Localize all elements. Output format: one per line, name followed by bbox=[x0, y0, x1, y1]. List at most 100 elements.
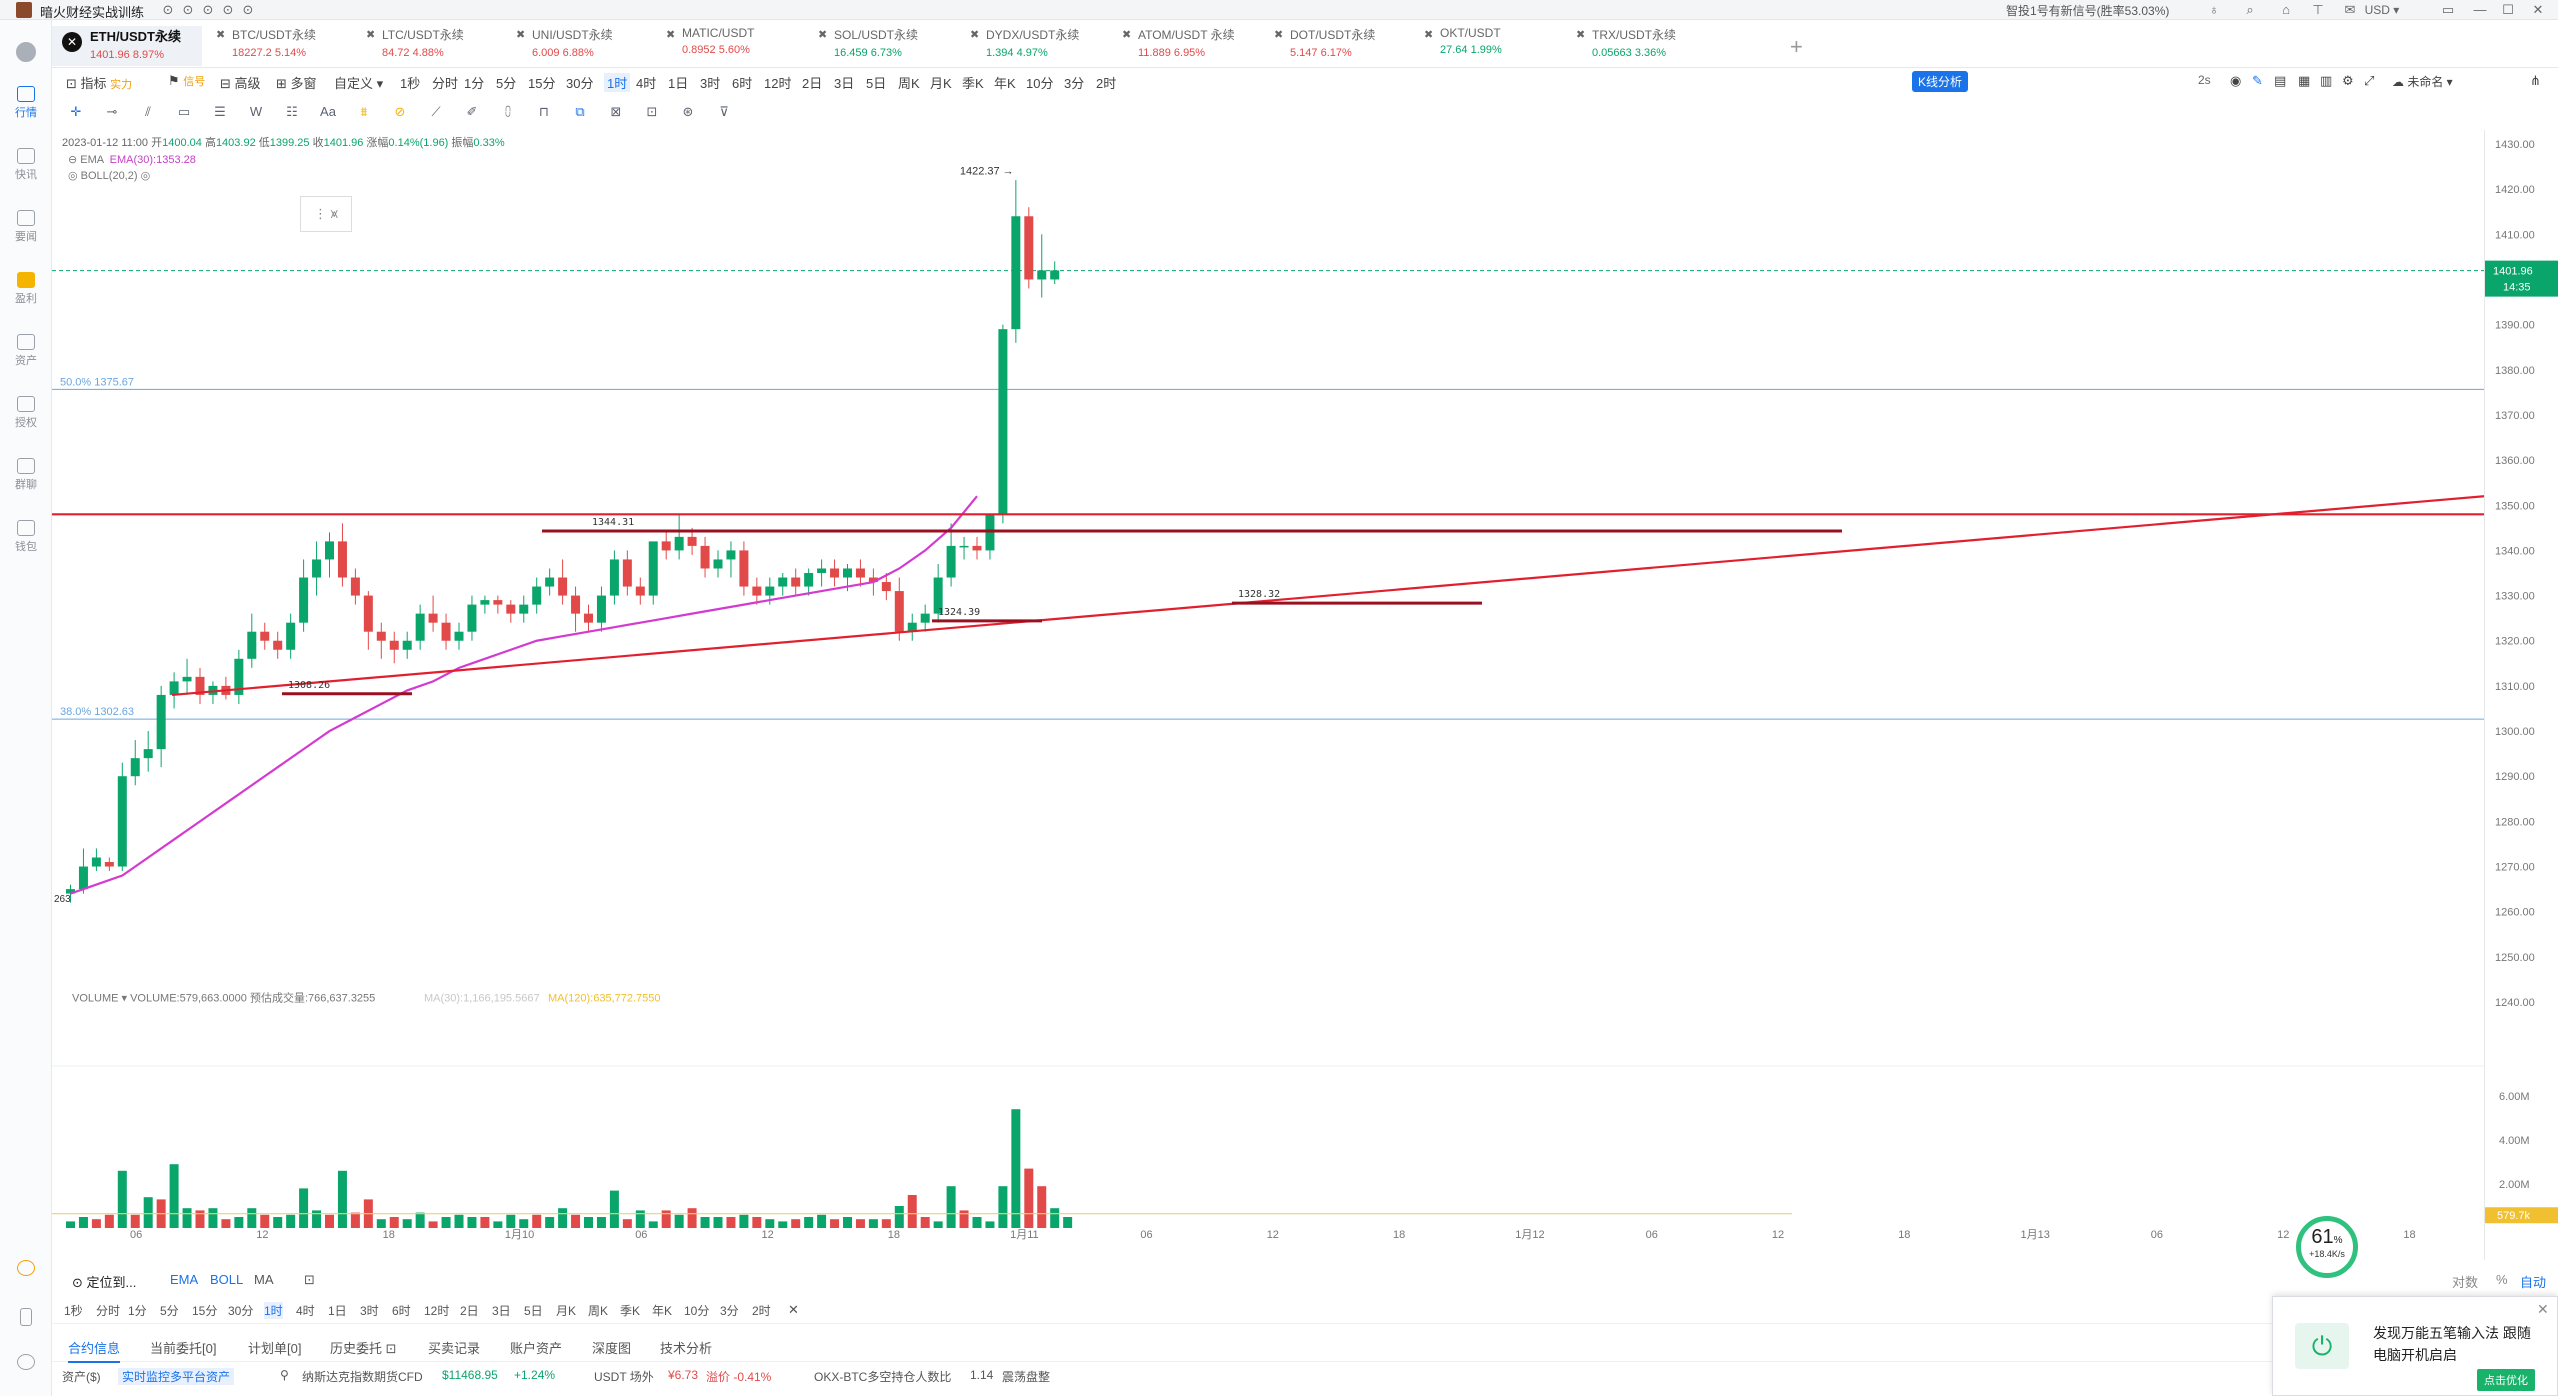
bottom-period-18[interactable]: 年K bbox=[652, 1304, 673, 1318]
tab-sol[interactable]: ✖ SOL/USDT永续 16.459 6.73% bbox=[818, 28, 919, 59]
close-tab-icon[interactable]: ✖ bbox=[1274, 29, 1284, 41]
optimize-button[interactable]: 点击优化 bbox=[2477, 1369, 2535, 1391]
tab-tech-analysis[interactable]: 技术分析 bbox=[660, 1341, 713, 1356]
edit-ind-icon[interactable]: ⊡ bbox=[304, 1272, 315, 1287]
bottom-period-21[interactable]: 2时 bbox=[752, 1304, 771, 1318]
tab-eth[interactable]: ✕ ETH/USDT永续 1401.96 8.97% bbox=[52, 26, 202, 66]
multi-window-button[interactable]: ⊞ 多窗 bbox=[276, 76, 317, 91]
refresh-icon[interactable]: ⊙ bbox=[182, 2, 194, 17]
tab-btc[interactable]: ✖ BTC/USDT永续 18227.2 5.14% bbox=[216, 28, 317, 59]
camera-icon[interactable]: ◉ bbox=[2230, 73, 2242, 88]
signal-button[interactable]: ⚑ 信号 bbox=[168, 73, 206, 88]
pattern-icon[interactable]: ⩩ bbox=[360, 104, 368, 119]
close-tab-icon[interactable]: ✖ bbox=[366, 29, 376, 41]
channel-icon[interactable]: ☷ bbox=[286, 104, 298, 119]
ind-tab-boll[interactable]: BOLL bbox=[210, 1272, 244, 1287]
sidebar-item-assets[interactable]: 资产 bbox=[0, 334, 52, 368]
settings-icon[interactable]: ⊙ bbox=[222, 2, 234, 17]
period-20[interactable]: 3分 bbox=[1064, 76, 1085, 91]
period-0[interactable]: 1秒 bbox=[400, 76, 421, 91]
boll-indicator[interactable]: ◎ BOLL(20,2) ◎ bbox=[68, 170, 151, 182]
period-9[interactable]: 3时 bbox=[700, 76, 721, 91]
tab-current-orders[interactable]: 当前委托[0] bbox=[150, 1341, 217, 1356]
period-4[interactable]: 15分 bbox=[528, 76, 556, 91]
sidebar-item-news[interactable]: 快讯 bbox=[0, 148, 52, 182]
indicator-button[interactable]: ⊡ 指标 实力 bbox=[66, 76, 133, 91]
kline-analysis-button[interactable]: K线分析 bbox=[1912, 71, 1969, 92]
bottom-period-0[interactable]: 1秒 bbox=[64, 1304, 83, 1318]
monitor-button[interactable]: 实时监控多平台资产 bbox=[118, 1368, 235, 1385]
tab-account-assets[interactable]: 账户资产 bbox=[510, 1341, 563, 1356]
sidebar-item-market[interactable]: 行情 bbox=[0, 86, 52, 120]
forward-icon[interactable]: ⊙ bbox=[202, 2, 214, 17]
data-icon[interactable]: ▥ bbox=[2320, 73, 2333, 88]
tab-matic[interactable]: ✖ MATIC/USDT 0.8952 5.60% bbox=[666, 26, 755, 56]
price-axis[interactable]: 1240.00 1250.00 1260.00 1270.00 1280.00 1290.… bbox=[2484, 130, 2558, 1260]
tab-uni[interactable]: ✖ UNI/USDT永续 6.009 6.88% bbox=[516, 28, 613, 59]
close-tab-icon[interactable]: ✖ bbox=[1576, 29, 1586, 41]
text-icon[interactable]: Aa bbox=[320, 104, 336, 119]
trendline-icon[interactable]: ⫽ bbox=[145, 104, 151, 119]
ind-tab-ma[interactable]: MA bbox=[254, 1272, 274, 1287]
scale-pct[interactable]: % bbox=[2496, 1272, 2508, 1287]
ema-indicator[interactable]: ⊖ EMA EMA(30):1353.28 bbox=[68, 154, 196, 166]
bottom-period-15[interactable]: 月K bbox=[556, 1304, 577, 1318]
period-17[interactable]: 季K bbox=[962, 76, 984, 91]
close-tab-icon[interactable]: ✖ bbox=[516, 29, 526, 41]
advanced-button[interactable]: ⊟ 高级 bbox=[220, 76, 261, 91]
tab-okt[interactable]: ✖ OKT/USDT 27.64 1.99% bbox=[1424, 26, 1502, 56]
layout-icon[interactable]: ▦ bbox=[2298, 73, 2311, 88]
close-tab-icon[interactable]: ✖ bbox=[666, 29, 676, 41]
back-icon[interactable]: ⊙ bbox=[162, 2, 174, 17]
period-14[interactable]: 5日 bbox=[866, 76, 887, 91]
bottom-period-11[interactable]: 12时 bbox=[424, 1304, 450, 1318]
period-12[interactable]: 2日 bbox=[802, 76, 823, 91]
sidebar-phone-icon[interactable] bbox=[0, 1308, 52, 1328]
bottom-period-10[interactable]: 6时 bbox=[392, 1304, 411, 1318]
speed-gauge[interactable]: 61% +18.4K/s bbox=[2296, 1216, 2358, 1278]
period-2[interactable]: 1分 bbox=[464, 76, 485, 91]
bottom-period-3[interactable]: 5分 bbox=[160, 1304, 179, 1318]
close-tab-icon[interactable]: ✖ bbox=[1122, 29, 1132, 41]
bottom-period-4[interactable]: 15分 bbox=[192, 1304, 218, 1318]
hline-icon[interactable]: ⊸ bbox=[106, 104, 118, 119]
ruler-icon[interactable]: ⟋ bbox=[431, 104, 441, 119]
bottom-period-20[interactable]: 3分 bbox=[720, 1304, 739, 1318]
interval-label[interactable]: 2s bbox=[2198, 73, 2211, 87]
period-8[interactable]: 1日 bbox=[668, 76, 689, 91]
unnamed-select[interactable]: ☁ 未命名 ▾ bbox=[2392, 75, 2453, 89]
tab-history-orders[interactable]: 历史委托 ⊡ bbox=[330, 1341, 397, 1356]
share-icon[interactable]: ⋔ bbox=[2530, 73, 2541, 88]
bottom-period-9[interactable]: 3时 bbox=[360, 1304, 379, 1318]
period-16[interactable]: 月K bbox=[930, 76, 952, 91]
edit-icon[interactable]: ⊠ bbox=[610, 104, 622, 119]
bottom-period-17[interactable]: 季K bbox=[620, 1304, 641, 1318]
tab-dydx[interactable]: ✖ DYDX/USDT永续 1.394 4.97% bbox=[970, 28, 1080, 59]
search-icon[interactable]: ⌕ bbox=[2246, 2, 2254, 17]
period-7[interactable]: 4时 bbox=[636, 76, 657, 91]
sidebar-item-headlines[interactable]: 要闻 bbox=[0, 210, 52, 244]
crosshair-icon[interactable]: ✛ bbox=[70, 104, 82, 119]
tab-atom[interactable]: ✖ ATOM/USDT 永续 11.889 6.95% bbox=[1122, 28, 1235, 59]
custom-select[interactable]: 自定义 ▾ bbox=[334, 76, 384, 91]
note-icon[interactable]: ▤ bbox=[2274, 73, 2287, 88]
tab-trx[interactable]: ✖ TRX/USDT永续 0.05663 3.36% bbox=[1576, 28, 1677, 59]
ind-tab-ema[interactable]: EMA bbox=[170, 1272, 199, 1287]
wave-icon[interactable]: W bbox=[249, 104, 263, 119]
bottom-period-6[interactable]: 1时 bbox=[264, 1302, 283, 1319]
close-tab-icon[interactable]: ✖ bbox=[216, 29, 226, 41]
popup-close-icon[interactable]: ✕ bbox=[2537, 1301, 2549, 1317]
sidebar-item-profit[interactable]: 盈利 bbox=[0, 272, 52, 306]
bottom-period-19[interactable]: 10分 bbox=[684, 1304, 710, 1318]
rectangle-icon[interactable]: ▭ bbox=[177, 104, 191, 119]
close-tab-icon[interactable]: ✖ bbox=[1424, 29, 1434, 41]
bottom-period-13[interactable]: 3日 bbox=[492, 1304, 511, 1318]
fib-icon[interactable]: ☰ bbox=[214, 104, 226, 119]
scale-auto[interactable]: 自动 bbox=[2520, 1275, 2547, 1290]
period-3[interactable]: 5分 bbox=[496, 76, 517, 91]
bottom-period-5[interactable]: 30分 bbox=[228, 1304, 254, 1318]
restore-icon[interactable]: ▭ bbox=[2441, 2, 2455, 17]
copy-icon[interactable]: ⧉ bbox=[575, 104, 585, 119]
trash-icon[interactable]: ⊡ bbox=[646, 104, 658, 119]
price-chart[interactable]: 50.0% 1375.67 38.0% 1302.63 1344.31 1308.26… bbox=[52, 130, 2484, 1240]
